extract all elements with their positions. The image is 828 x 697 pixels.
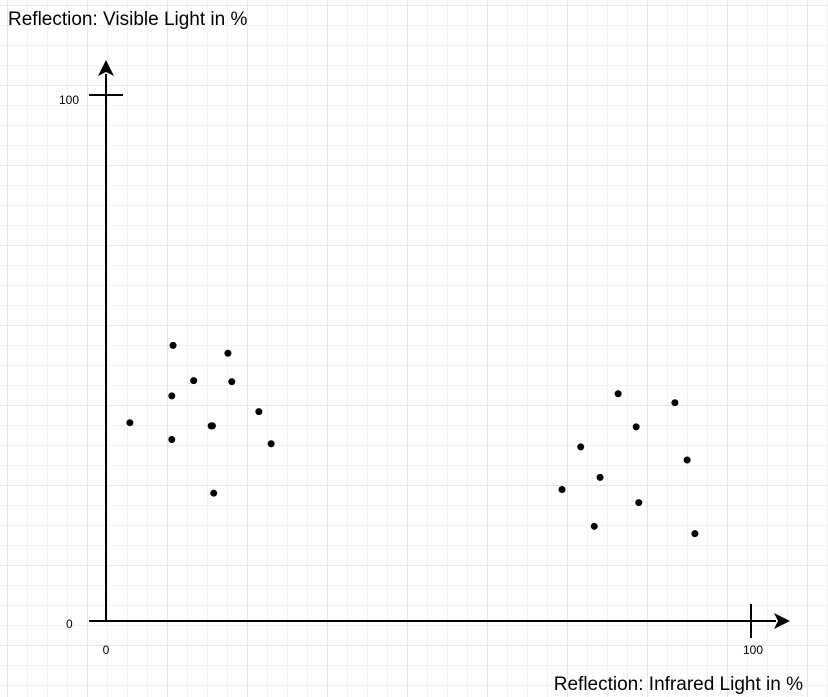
x-tick-label-max: 100 [743, 643, 763, 657]
data-point [208, 422, 216, 430]
x-tick-label-min: 0 [103, 643, 110, 657]
y-axis-title: Reflection: Visible Light in % [8, 9, 247, 30]
data-point [632, 423, 640, 431]
data-point [671, 399, 679, 407]
data-point [577, 443, 585, 451]
y-tick-label-min: 0 [66, 617, 73, 631]
data-point [255, 408, 263, 416]
data-point [683, 456, 691, 464]
data-point [190, 377, 198, 385]
data-point [558, 486, 566, 493]
data-point [635, 499, 643, 507]
data-point [168, 392, 176, 400]
data-point [224, 349, 232, 357]
data-point [614, 390, 622, 398]
data-points [126, 341, 699, 538]
x-axis-arrowhead [774, 613, 790, 629]
data-point [590, 522, 598, 530]
data-point [596, 473, 604, 481]
data-point [126, 419, 134, 427]
data-point [691, 530, 699, 538]
y-tick-label-max: 100 [59, 93, 79, 107]
data-point [210, 489, 218, 497]
data-point [228, 378, 236, 386]
y-axis-arrowhead [98, 60, 114, 76]
data-point [169, 341, 177, 349]
data-point [267, 440, 275, 448]
data-point [168, 436, 176, 444]
x-axis-title: Reflection: Infrared Light in % [554, 674, 803, 695]
